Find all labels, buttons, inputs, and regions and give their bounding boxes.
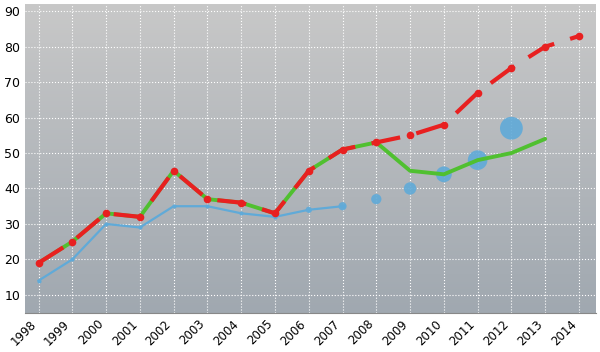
Point [439,171,449,177]
Point [405,186,415,191]
Point [338,203,347,209]
Point [473,157,482,163]
Point [506,125,516,131]
Point [371,196,381,202]
Point [304,207,314,213]
